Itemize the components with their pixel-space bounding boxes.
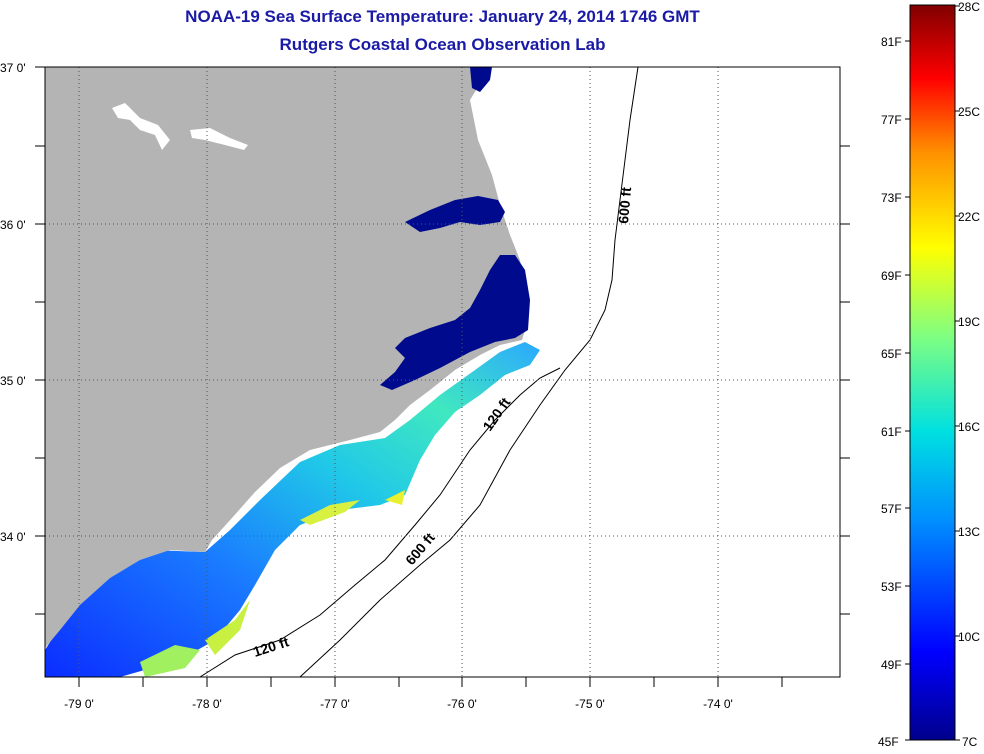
albemarle-sound [405,196,505,232]
colorbar-fahrenheit-label: 61F [881,425,902,439]
sst-warm-patch [205,600,250,655]
lon-label: -79 0' [64,697,94,711]
lon-label: -75 0' [575,697,605,711]
lat-label: 34 0' [0,530,26,544]
colorbar-celsius-label: 13C [958,525,980,539]
colorbar-fahrenheit-label: 49F [881,658,902,672]
sst-warm-patch [300,500,360,525]
colorbar-celsius-label: 22C [958,210,980,224]
sst-warm-patch [140,645,200,677]
colorbar-celsius-label: 10C [958,630,980,644]
river-white [190,128,248,150]
chart-title: NOAA-19 Sea Surface Temperature: January… [185,7,700,26]
axis-ticks [35,66,850,687]
land-mass [45,67,528,648]
colorbar-celsius-label: 19C [958,315,980,329]
pamlico-sound [380,255,530,390]
colorbar-fahrenheit-label: 57F [881,502,902,516]
colorbar-celsius-label: 25C [958,105,980,119]
colorbar-celsius-label: 16C [958,420,980,434]
colorbar-fahrenheit-label: 69F [881,269,902,283]
lon-label: -77 0' [320,697,350,711]
map-frame [44,66,841,678]
lon-label: -78 0' [192,697,222,711]
colorbar-fahrenheit-label: 81F [881,35,902,49]
colorbar [909,4,956,741]
colorbar-fahrenheit-label: 77F [881,113,902,127]
graticule [45,67,840,677]
chart-subtitle: Rutgers Coastal Ocean Observation Lab [279,35,606,54]
sst-warm-patch [385,490,405,505]
sst-coastal-band [45,342,540,677]
lat-label: 35 0' [0,374,26,388]
lat-label: 37 0' [0,61,26,75]
contour-600ft [299,66,639,678]
lon-label: -74 0' [703,697,733,711]
colorbar-ticks [905,5,960,741]
colorbar-fahrenheit-label: 53F [881,580,902,594]
colorbar-celsius-label: 28C [958,0,980,14]
contour-120ft [199,367,561,678]
northern-sound [470,67,492,92]
contour-label-600ft-north: 600 ft [615,186,634,224]
colorbar-fahrenheit-label: 45F [878,735,899,749]
colorbar-celsius-label: 7C [962,735,978,749]
lat-label: 36 0' [0,218,26,232]
lon-label: -76 0' [447,697,477,711]
river-white [112,103,170,150]
colorbar-fahrenheit-label: 65F [881,347,902,361]
colorbar-fahrenheit-label: 73F [881,191,902,205]
